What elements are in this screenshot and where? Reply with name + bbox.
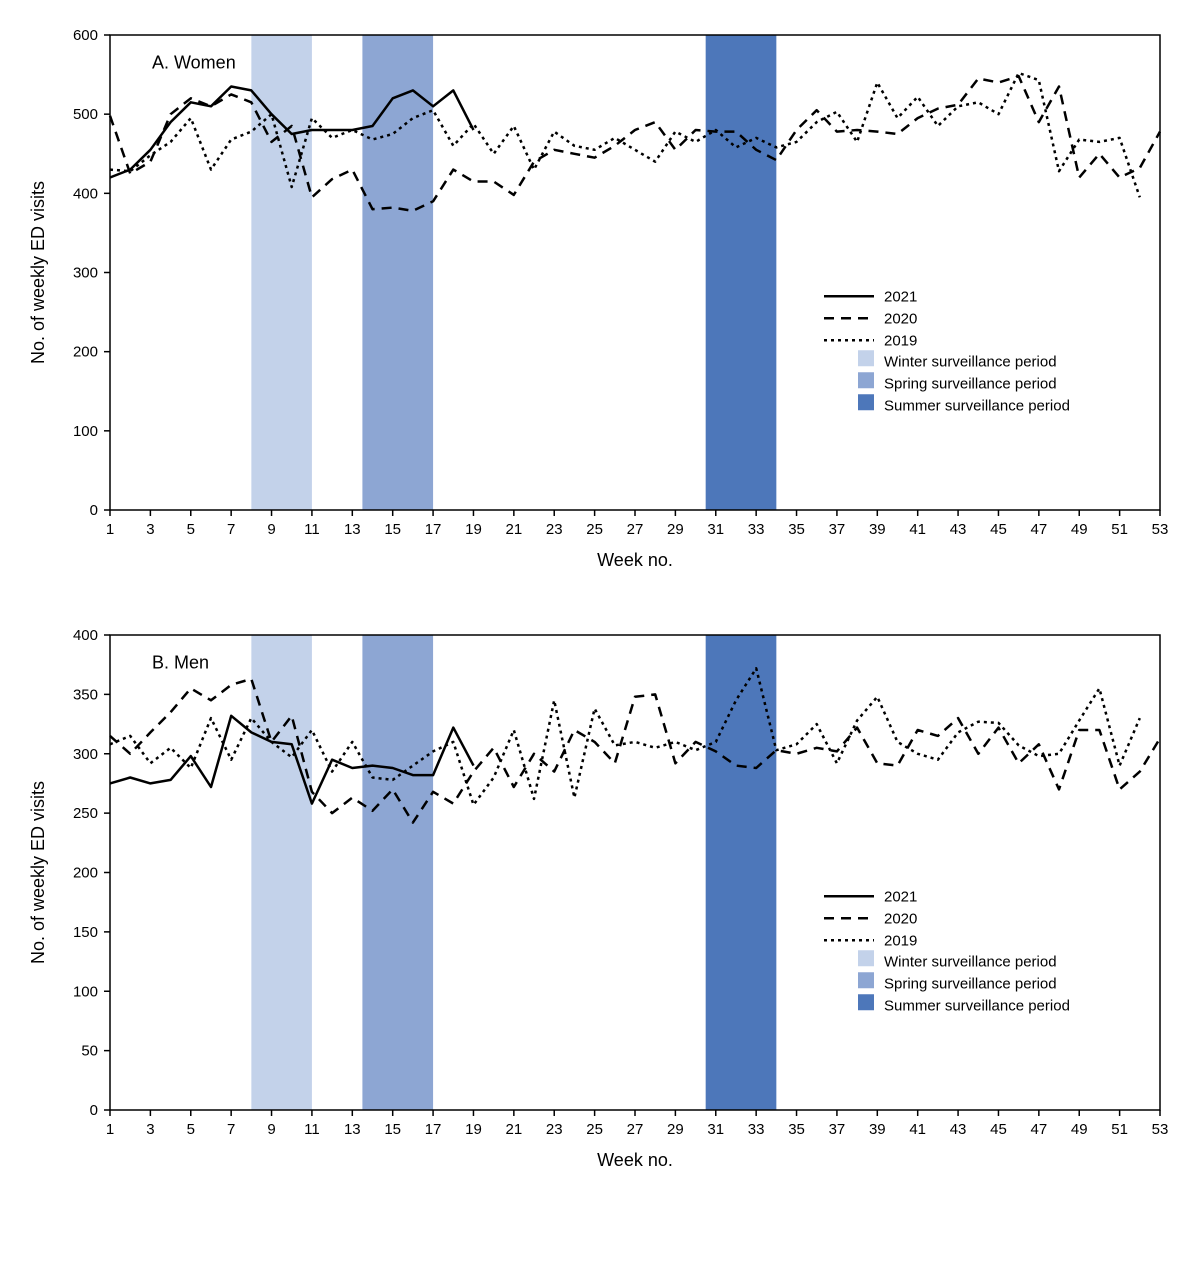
svg-text:43: 43 (950, 521, 967, 538)
svg-text:53: 53 (1152, 521, 1169, 538)
svg-text:21: 21 (506, 521, 523, 538)
svg-text:45: 45 (990, 521, 1007, 538)
svg-text:29: 29 (667, 1121, 684, 1138)
svg-text:11: 11 (304, 521, 320, 538)
svg-text:17: 17 (425, 1121, 442, 1138)
svg-text:35: 35 (788, 1121, 805, 1138)
svg-text:53: 53 (1152, 1121, 1169, 1138)
svg-text:49: 49 (1071, 1121, 1088, 1138)
svg-text:1: 1 (106, 1121, 114, 1138)
surveillance-band (706, 635, 777, 1110)
svg-text:19: 19 (465, 521, 482, 538)
legend-label-band: Winter surveillance period (884, 353, 1057, 370)
svg-text:33: 33 (748, 521, 765, 538)
svg-text:600: 600 (73, 27, 98, 44)
chart-panel-women: 0100200300400500600135791113151719212325… (20, 20, 1180, 580)
svg-text:39: 39 (869, 1121, 886, 1138)
legend-label-band: Spring surveillance period (884, 975, 1057, 992)
legend-label-band: Spring surveillance period (884, 375, 1057, 392)
y-axis-label: No. of weekly ED visits (28, 781, 48, 964)
legend-label-2019: 2019 (884, 332, 917, 349)
svg-text:11: 11 (304, 1121, 320, 1138)
svg-text:5: 5 (187, 521, 195, 538)
surveillance-band (706, 35, 777, 510)
svg-text:250: 250 (73, 805, 98, 822)
svg-text:41: 41 (909, 521, 926, 538)
svg-text:33: 33 (748, 1121, 765, 1138)
svg-text:100: 100 (73, 423, 98, 440)
svg-text:0: 0 (90, 502, 98, 519)
svg-text:45: 45 (990, 1121, 1007, 1138)
legend-label-band: Summer surveillance period (884, 397, 1070, 414)
surveillance-band (251, 35, 312, 510)
svg-text:27: 27 (627, 521, 644, 538)
svg-text:400: 400 (73, 627, 98, 644)
x-axis-label: Week no. (597, 1150, 673, 1170)
svg-text:35: 35 (788, 521, 805, 538)
svg-text:19: 19 (465, 1121, 482, 1138)
surveillance-band (362, 35, 433, 510)
svg-text:350: 350 (73, 686, 98, 703)
legend-label-2019: 2019 (884, 932, 917, 949)
svg-text:23: 23 (546, 1121, 563, 1138)
svg-text:21: 21 (506, 1121, 523, 1138)
svg-text:7: 7 (227, 1121, 235, 1138)
svg-text:43: 43 (950, 1121, 967, 1138)
svg-text:150: 150 (73, 924, 98, 941)
svg-text:23: 23 (546, 521, 563, 538)
chart-panel-men: 0501001502002503003504001357911131517192… (20, 620, 1180, 1180)
svg-text:200: 200 (73, 344, 98, 361)
svg-text:29: 29 (667, 521, 684, 538)
svg-text:13: 13 (344, 521, 361, 538)
chart-container: 0100200300400500600135791113151719212325… (20, 20, 1180, 1180)
legend-label-2020: 2020 (884, 910, 917, 927)
svg-text:37: 37 (829, 521, 846, 538)
svg-text:400: 400 (73, 185, 98, 202)
svg-text:25: 25 (586, 521, 603, 538)
svg-text:25: 25 (586, 1121, 603, 1138)
panel-label: A. Women (152, 52, 236, 72)
x-axis-label: Week no. (597, 550, 673, 570)
svg-text:37: 37 (829, 1121, 846, 1138)
svg-text:300: 300 (73, 265, 98, 282)
svg-text:9: 9 (267, 521, 275, 538)
legend-label-band: Winter surveillance period (884, 953, 1057, 970)
svg-text:500: 500 (73, 106, 98, 123)
svg-text:41: 41 (909, 1121, 926, 1138)
svg-text:51: 51 (1111, 1121, 1128, 1138)
svg-text:31: 31 (707, 521, 724, 538)
svg-text:200: 200 (73, 865, 98, 882)
svg-text:49: 49 (1071, 521, 1088, 538)
svg-text:300: 300 (73, 746, 98, 763)
svg-text:9: 9 (267, 1121, 275, 1138)
svg-text:27: 27 (627, 1121, 644, 1138)
svg-text:13: 13 (344, 1121, 361, 1138)
svg-text:3: 3 (146, 1121, 154, 1138)
svg-text:39: 39 (869, 521, 886, 538)
legend-label-2020: 2020 (884, 310, 917, 327)
svg-text:1: 1 (106, 521, 114, 538)
y-axis-label: No. of weekly ED visits (28, 181, 48, 364)
legend-label-band: Summer surveillance period (884, 997, 1070, 1014)
svg-text:0: 0 (90, 1102, 98, 1119)
svg-text:17: 17 (425, 521, 442, 538)
svg-text:7: 7 (227, 521, 235, 538)
legend-label-2021: 2021 (884, 888, 917, 905)
svg-text:50: 50 (81, 1043, 98, 1060)
svg-text:47: 47 (1031, 521, 1048, 538)
surveillance-band (362, 635, 433, 1110)
panel-label: B. Men (152, 652, 209, 672)
svg-text:15: 15 (384, 1121, 401, 1138)
svg-text:47: 47 (1031, 1121, 1048, 1138)
svg-text:100: 100 (73, 983, 98, 1000)
svg-text:51: 51 (1111, 521, 1128, 538)
surveillance-band (251, 635, 312, 1110)
legend-label-2021: 2021 (884, 288, 917, 305)
svg-text:15: 15 (384, 521, 401, 538)
svg-text:31: 31 (707, 1121, 724, 1138)
svg-text:3: 3 (146, 521, 154, 538)
svg-text:5: 5 (187, 1121, 195, 1138)
